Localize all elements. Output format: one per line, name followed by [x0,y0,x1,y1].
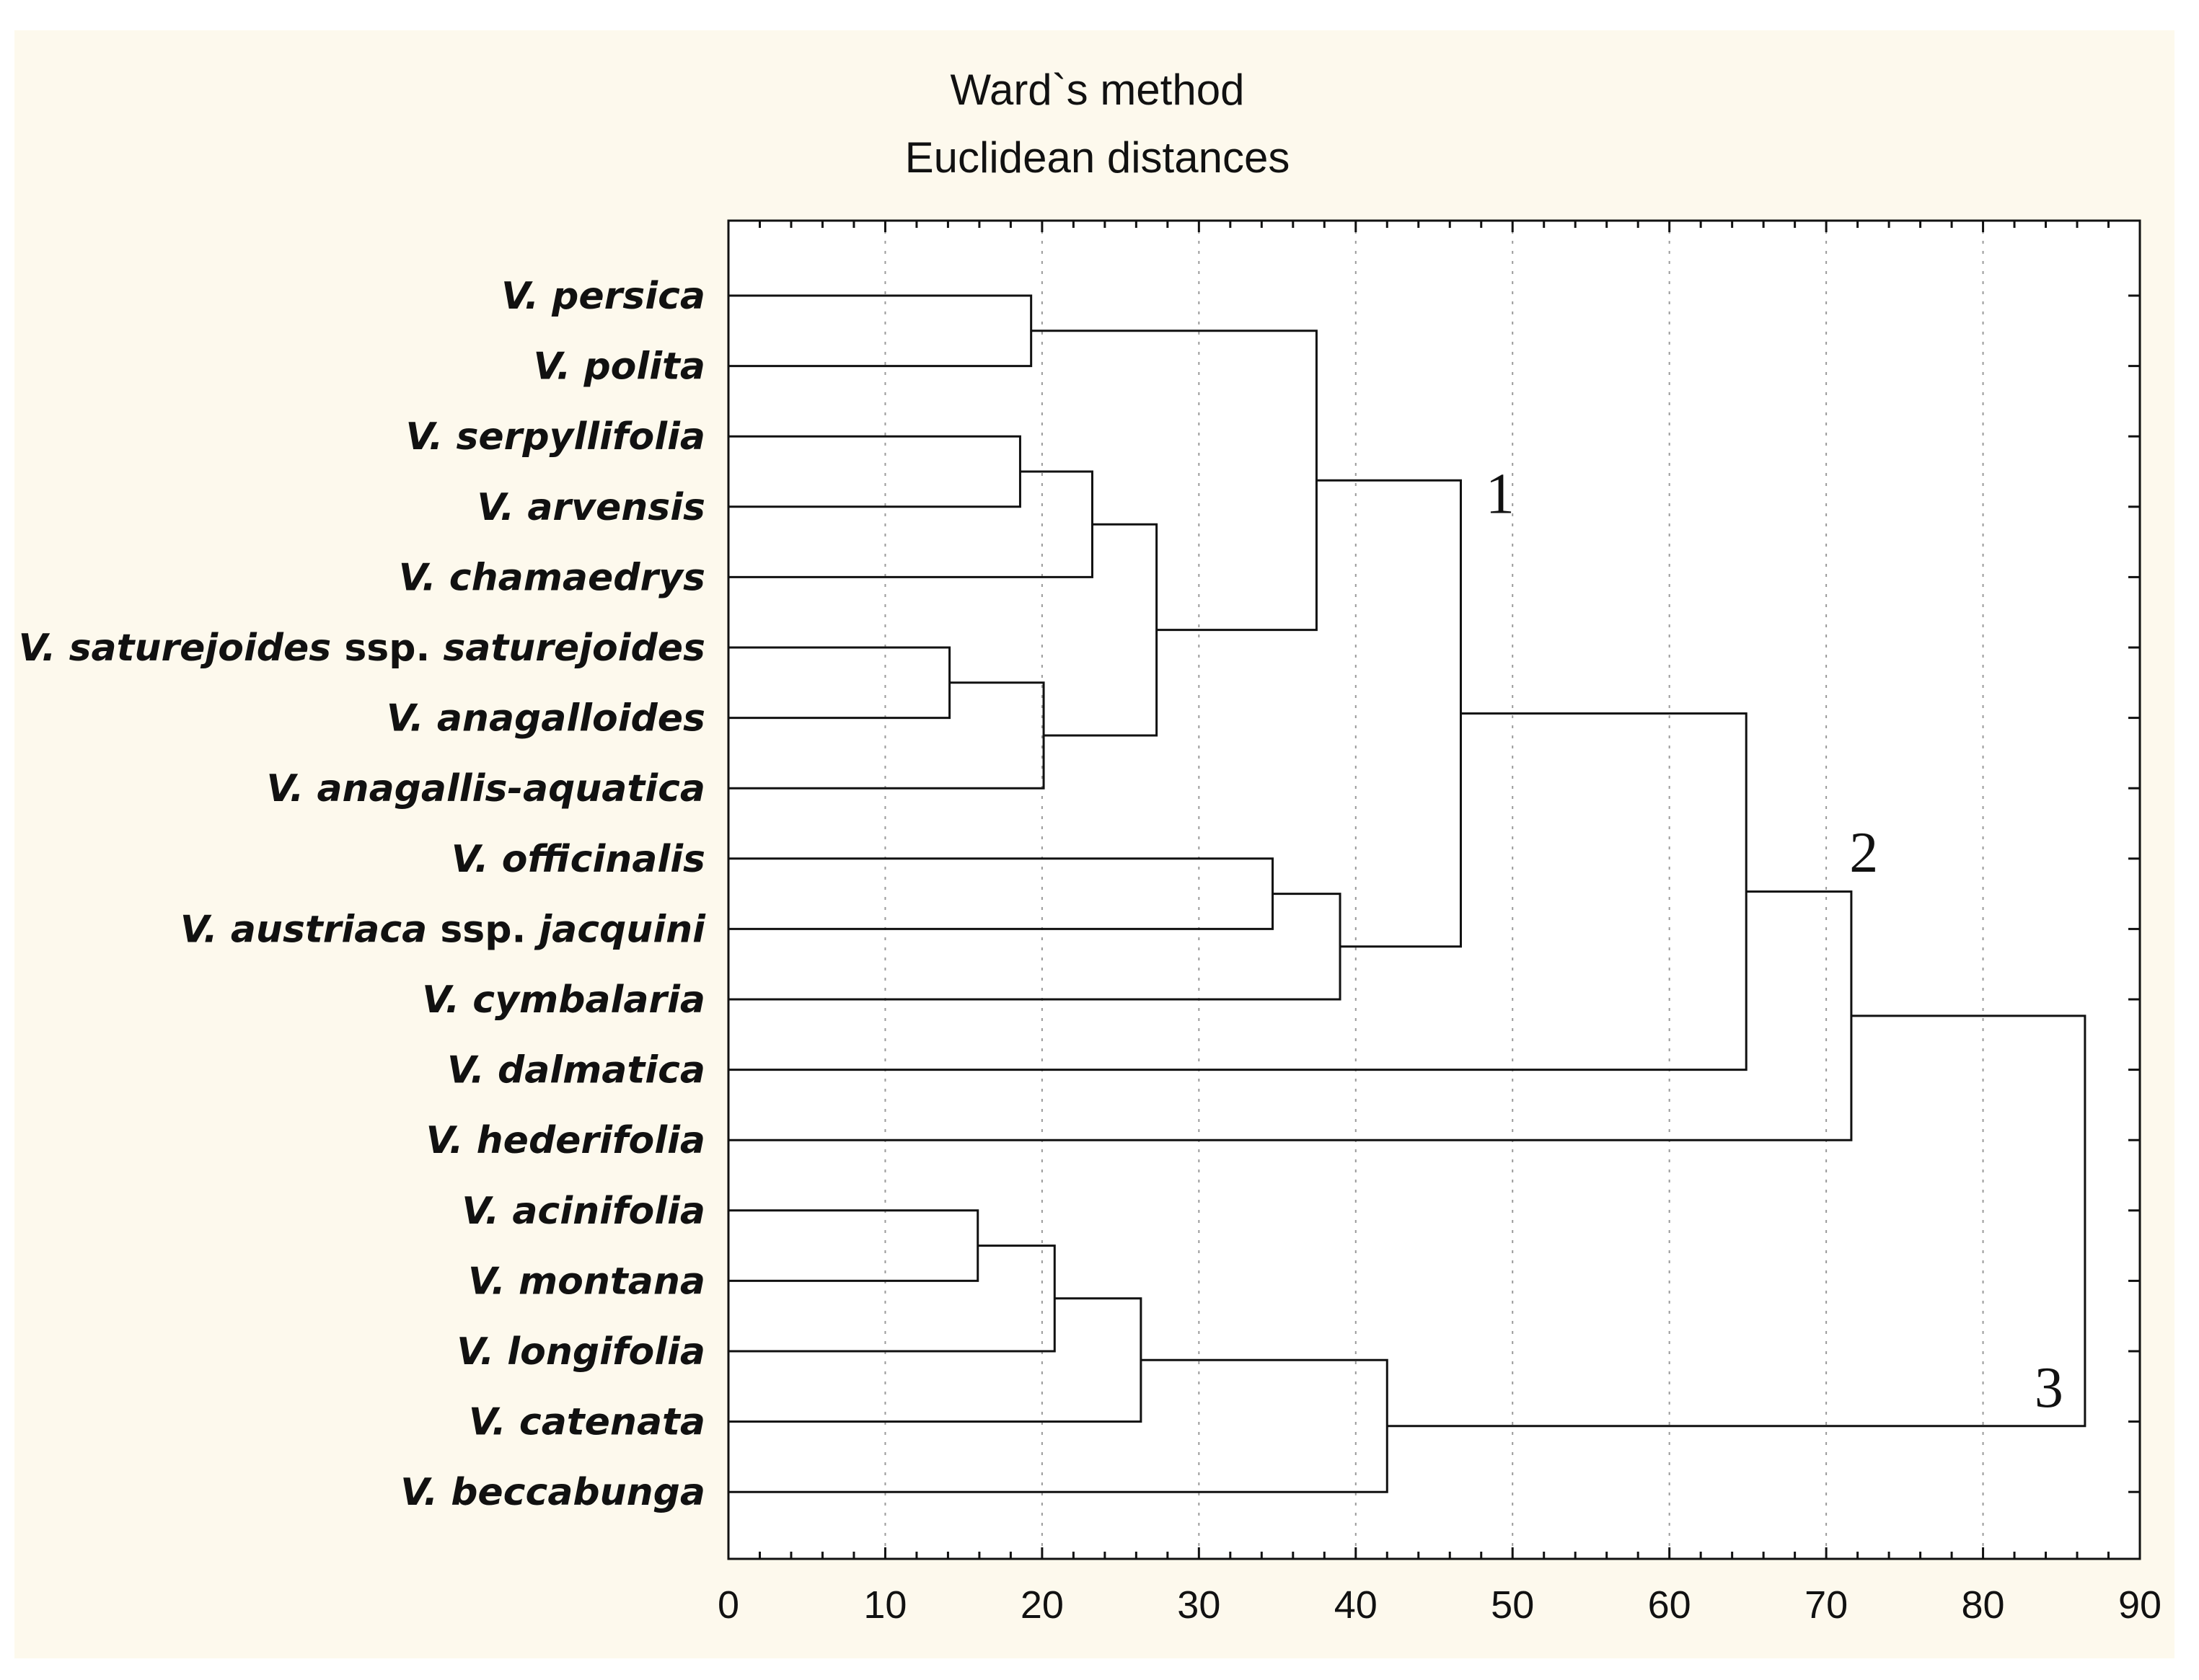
axis-ticks [727,221,2141,1559]
leaf-label-10: V. cymbalaria [422,978,705,1022]
link-n9 [728,893,1341,1001]
link-n11 [728,712,1748,1071]
leaf-label-16: V. catenata [469,1401,705,1444]
x-tick-label-0: 0 [718,1583,739,1627]
x-tick-label-70: 70 [1804,1583,1848,1627]
x-axis-tick-labels: 0 10 20 30 40 50 60 70 80 90 [718,1583,2161,1627]
x-tick-label-90: 90 [2118,1583,2161,1627]
leaf-label-3: V. arvensis [477,486,705,529]
x-tick-label-30: 30 [1177,1583,1220,1627]
link-n17 [1387,1014,2086,1428]
leaf-label-8: V. officinalis [451,838,705,881]
x-tick-label-80: 80 [1962,1583,2005,1627]
leaf-label-7: V. anagallis-aquatica [266,767,705,810]
link-n8 [728,857,1274,930]
leaf-label-9: V. austriaca ssp. jacquini [180,908,706,951]
leaf-label-0: V. persica [501,275,705,318]
x-tick-label-10: 10 [863,1583,907,1627]
leaf-label-15: V. longifolia [457,1330,705,1374]
leaf-label-12: V. hederifolia [426,1119,705,1162]
x-tick-label-60: 60 [1648,1583,1691,1627]
link-n3 [728,470,1093,578]
x-tick-label-50: 50 [1491,1583,1534,1627]
leaf-label-13: V. acinifolia [462,1190,705,1233]
leaf-labels: V. persica V. polita V. serpyllifolia V. ar… [19,275,707,1514]
cluster-label-1: 1 [1486,462,1515,526]
link-n12 [728,890,1853,1141]
leaf-label-6: V. anagalloides [387,697,705,740]
link-n6 [1044,523,1158,737]
link-n14 [728,1244,1056,1353]
x-tick-label-40: 40 [1334,1583,1378,1627]
grid-layer [884,221,1984,1559]
leaf-label-4: V. chamaedrys [399,556,705,599]
x-tick-label-20: 20 [1021,1583,1064,1627]
cluster-label-2: 2 [1849,821,1878,885]
cluster-label-3: 3 [2035,1356,2063,1420]
link-n5 [728,681,1045,790]
leaf-label-1: V. polita [533,345,705,389]
cluster-labels: 1 2 3 [1486,462,2063,1420]
plot-frame [727,219,2141,1560]
leaf-label-11: V. dalmatica [447,1049,705,1092]
leaf-label-14: V. montana [468,1260,705,1303]
leaf-label-17: V. beccabunga [400,1471,705,1514]
dendrogram-links [728,294,2086,1493]
leaf-label-5: V. saturejoides ssp. saturejoides [19,627,705,670]
leaf-label-2: V. serpyllifolia [405,415,705,459]
